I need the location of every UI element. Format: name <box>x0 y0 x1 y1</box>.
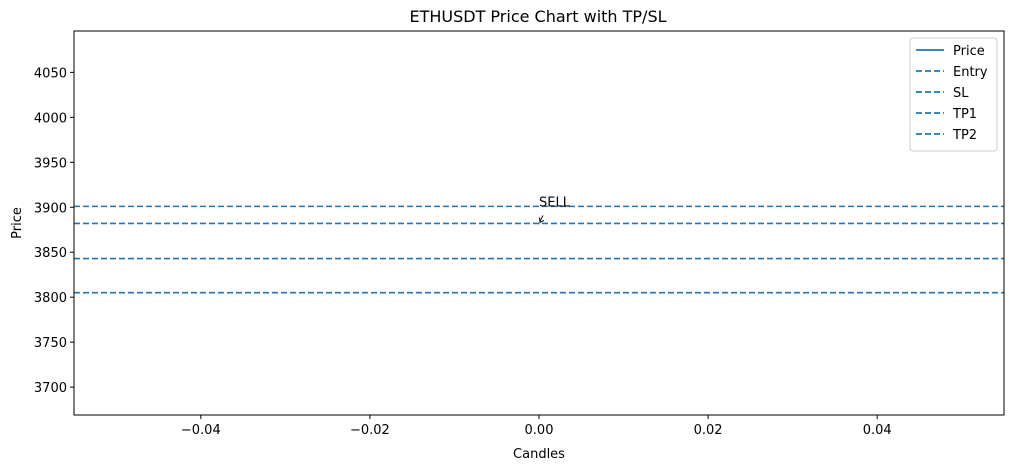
x-tick-label: 0.04 <box>863 423 892 438</box>
legend: Price Entry SL TP1 TP2 <box>909 37 998 152</box>
plot-area: SELL <box>74 195 1004 294</box>
price-point <box>538 222 540 225</box>
legend-label-sl: SL <box>953 86 969 101</box>
x-axis-label: Candles <box>513 447 565 462</box>
x-tick-label: −0.04 <box>181 423 221 438</box>
chart-title: ETHUSDT Price Chart with TP/SL <box>409 7 666 26</box>
annotation-arrow <box>539 215 544 222</box>
legend-label-price: Price <box>953 44 985 59</box>
x-tick-label: 0.00 <box>525 423 554 438</box>
y-tick-label: 4050 <box>34 66 67 81</box>
y-tick-label: 3850 <box>34 246 67 261</box>
y-tick-label: 3700 <box>34 381 67 396</box>
y-tick-label: 4000 <box>34 111 67 126</box>
y-axis: 3700 3750 3800 3850 3900 3950 4000 4050 <box>34 66 74 396</box>
y-tick-label: 3950 <box>34 156 67 171</box>
y-tick-label: 3900 <box>34 201 67 216</box>
legend-label-entry: Entry <box>953 65 988 80</box>
x-axis: −0.04 −0.02 0.00 0.02 0.04 <box>181 415 892 438</box>
annotation-arrowhead <box>539 217 545 223</box>
y-tick-label: 3750 <box>34 336 67 351</box>
x-tick-label: −0.02 <box>350 423 390 438</box>
legend-label-tp1: TP1 <box>952 107 977 122</box>
y-axis-label: Price <box>10 207 25 239</box>
y-tick-label: 3800 <box>34 291 67 306</box>
annotation-label: SELL <box>539 195 571 210</box>
x-tick-label: 0.02 <box>694 423 723 438</box>
legend-box <box>909 37 998 152</box>
legend-label-tp2: TP2 <box>952 128 977 143</box>
